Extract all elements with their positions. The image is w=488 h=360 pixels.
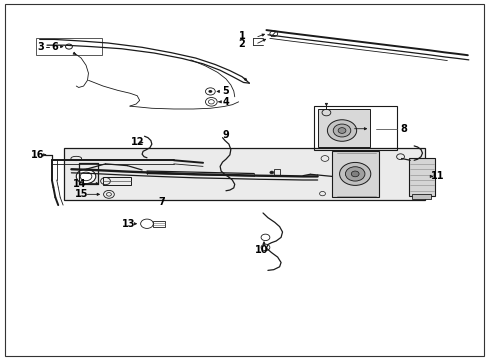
Bar (317, 109, 369, 147)
Bar (408, 158, 434, 196)
Text: 15: 15 (75, 189, 88, 199)
Bar (411, 194, 430, 199)
Circle shape (345, 167, 364, 181)
Text: 13: 13 (122, 219, 135, 229)
Text: 9: 9 (222, 130, 229, 140)
Text: 16: 16 (31, 150, 44, 160)
Text: 10: 10 (254, 245, 268, 255)
Text: 7: 7 (158, 197, 164, 207)
Text: 1: 1 (238, 31, 245, 41)
Text: 12: 12 (131, 138, 144, 147)
Bar (313, 107, 396, 149)
Circle shape (327, 120, 356, 141)
Bar (153, 221, 164, 226)
Text: 3: 3 (37, 42, 44, 51)
Text: 6: 6 (51, 42, 58, 51)
Circle shape (76, 169, 96, 184)
Bar (36, 38, 102, 55)
Circle shape (339, 162, 370, 185)
Text: 8: 8 (400, 124, 407, 134)
Bar (273, 169, 279, 176)
Text: 11: 11 (430, 171, 444, 181)
Circle shape (269, 171, 273, 174)
Text: 14: 14 (73, 179, 86, 189)
Circle shape (337, 128, 345, 134)
Bar (64, 148, 424, 200)
Circle shape (350, 171, 358, 177)
Bar (103, 177, 131, 185)
Text: 5: 5 (222, 86, 228, 96)
Bar (331, 150, 378, 197)
Circle shape (332, 124, 350, 137)
Circle shape (208, 90, 212, 93)
Text: 2: 2 (238, 40, 245, 49)
Text: 4: 4 (223, 97, 229, 107)
